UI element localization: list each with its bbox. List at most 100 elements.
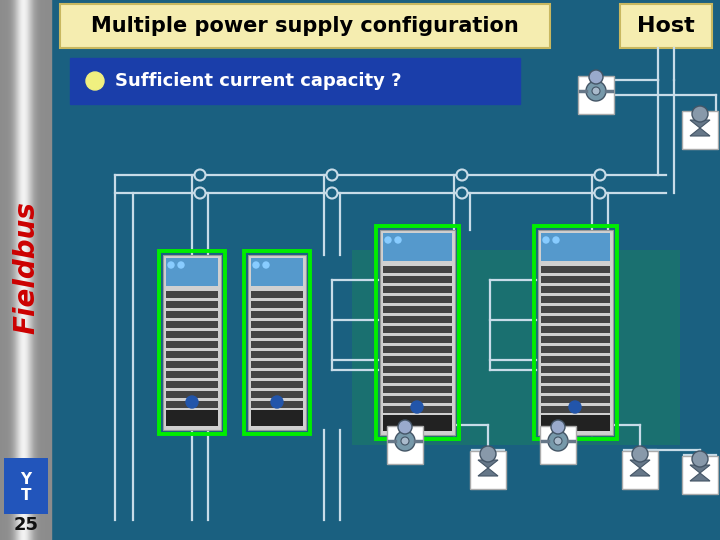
Bar	[383, 266, 452, 273]
Circle shape	[692, 451, 708, 467]
Bar	[540, 426, 576, 464]
Text: 25: 25	[14, 516, 38, 534]
Bar	[159, 251, 225, 434]
Bar	[578, 76, 614, 114]
Bar	[383, 306, 452, 313]
Bar	[383, 376, 452, 383]
Text: Fieldbus: Fieldbus	[12, 201, 40, 334]
Polygon shape	[690, 128, 710, 136]
Circle shape	[543, 237, 549, 243]
Circle shape	[395, 237, 401, 243]
Bar	[541, 346, 610, 353]
Bar	[387, 426, 423, 464]
Bar	[541, 296, 610, 303]
Circle shape	[553, 237, 559, 243]
Bar	[166, 291, 218, 298]
Bar	[541, 233, 610, 261]
Bar	[383, 386, 452, 393]
Circle shape	[692, 106, 708, 122]
Bar	[682, 111, 718, 149]
Bar	[383, 396, 452, 403]
Bar	[541, 386, 610, 393]
Bar	[251, 321, 303, 328]
Circle shape	[178, 262, 184, 268]
Bar	[163, 255, 221, 430]
Bar	[541, 356, 610, 363]
Circle shape	[595, 170, 606, 180]
Circle shape	[385, 237, 391, 243]
Text: Multiple power supply configuration: Multiple power supply configuration	[91, 16, 519, 36]
Circle shape	[194, 170, 205, 180]
Text: T: T	[21, 489, 31, 503]
Bar	[166, 351, 218, 358]
Bar	[376, 226, 459, 439]
Bar	[244, 251, 310, 434]
Circle shape	[554, 437, 562, 445]
Bar	[251, 258, 303, 286]
Circle shape	[186, 396, 198, 408]
Circle shape	[480, 446, 496, 462]
Bar	[541, 306, 610, 313]
Bar	[166, 391, 218, 398]
Circle shape	[194, 187, 205, 199]
Circle shape	[456, 170, 467, 180]
Bar	[166, 410, 218, 426]
Bar	[166, 371, 218, 378]
Bar	[166, 331, 218, 338]
Bar	[251, 341, 303, 348]
Bar	[383, 286, 452, 293]
Polygon shape	[630, 468, 650, 476]
Bar	[383, 406, 452, 413]
FancyBboxPatch shape	[70, 58, 520, 104]
Circle shape	[168, 262, 174, 268]
Polygon shape	[690, 465, 710, 473]
Bar	[166, 301, 218, 308]
Bar	[251, 371, 303, 378]
Circle shape	[263, 262, 269, 268]
Circle shape	[551, 420, 565, 434]
Bar	[541, 336, 610, 343]
Bar	[541, 366, 610, 373]
Bar	[383, 336, 452, 343]
Polygon shape	[630, 460, 650, 468]
Bar	[541, 326, 610, 333]
Polygon shape	[478, 460, 498, 468]
Bar	[380, 230, 455, 435]
Polygon shape	[690, 473, 710, 481]
Bar	[166, 401, 218, 408]
Bar	[166, 381, 218, 388]
Bar	[251, 311, 303, 318]
Bar	[4, 458, 48, 514]
Bar	[166, 361, 218, 368]
Bar	[251, 351, 303, 358]
Bar	[383, 366, 452, 373]
Circle shape	[586, 81, 606, 101]
FancyBboxPatch shape	[60, 4, 550, 48]
Bar	[251, 331, 303, 338]
Circle shape	[326, 170, 338, 180]
Bar	[541, 406, 610, 413]
Circle shape	[395, 431, 415, 451]
Circle shape	[401, 437, 409, 445]
Bar	[383, 356, 452, 363]
Bar	[383, 316, 452, 323]
Text: Y: Y	[20, 472, 32, 488]
Circle shape	[326, 187, 338, 199]
Circle shape	[253, 262, 259, 268]
Bar	[383, 415, 452, 431]
Circle shape	[86, 72, 104, 90]
Text: Host: Host	[637, 16, 695, 36]
Circle shape	[271, 396, 283, 408]
Circle shape	[632, 446, 648, 462]
Bar	[166, 258, 218, 286]
Bar	[383, 233, 452, 261]
Circle shape	[548, 431, 568, 451]
Bar	[541, 376, 610, 383]
Bar	[534, 226, 617, 439]
Bar	[248, 255, 306, 430]
Text: Sufficient current capacity ?: Sufficient current capacity ?	[115, 72, 402, 90]
Bar	[166, 321, 218, 328]
Bar	[251, 410, 303, 426]
Bar	[622, 451, 658, 489]
FancyBboxPatch shape	[620, 4, 712, 48]
